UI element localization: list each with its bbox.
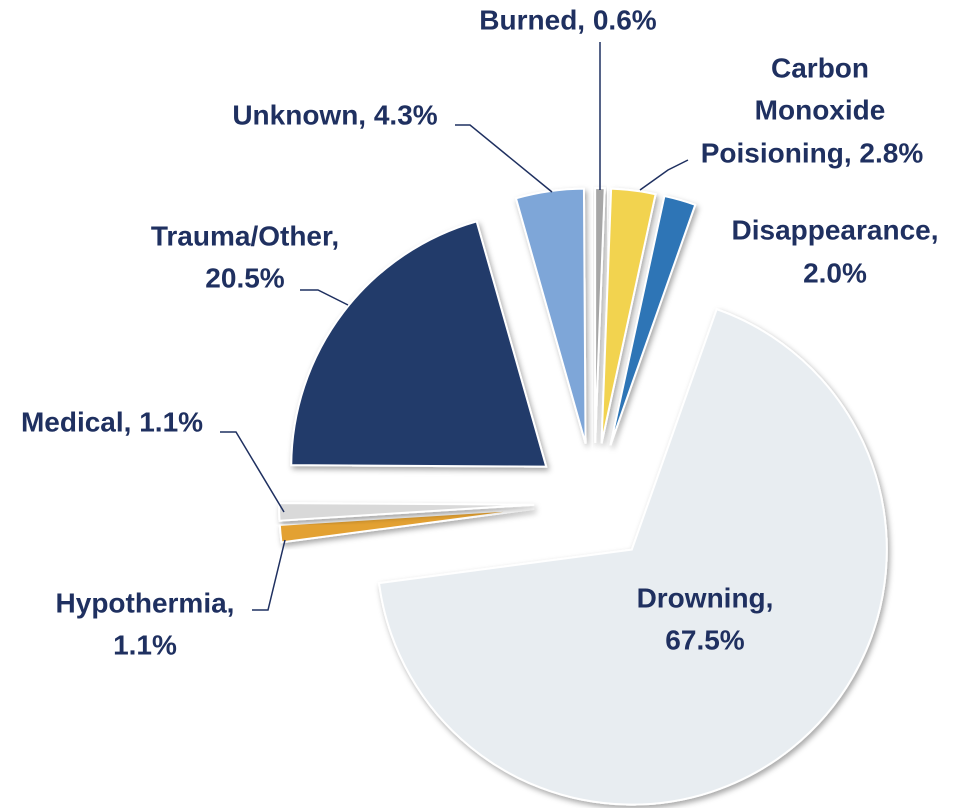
leader-line [252,539,286,611]
leader-line [300,289,349,306]
data-label: Trauma/Other, [151,220,339,251]
pie-slice [600,187,657,444]
data-label: Unknown, 4.3% [232,99,437,130]
pie-slice [514,187,587,444]
leader-line [639,159,689,191]
leader-lines [220,42,689,611]
pie-slice [609,194,697,446]
data-label: Medical, 1.1% [21,406,203,437]
data-label: 20.5% [205,262,284,293]
labels: Burned, 0.6% Carbon Monoxide Poisioning, 2.… [21,4,939,660]
data-label: Disappearance, [732,214,939,245]
data-label: 67.5% [665,624,744,655]
data-label: 2.0% [803,257,867,288]
pie-slice [278,507,535,544]
pie-slice [290,220,548,468]
data-label: Monoxide [755,94,886,125]
data-label: 1.1% [113,629,177,660]
pie [278,187,888,806]
data-label: Burned, 0.6% [479,4,656,35]
leader-line [455,124,553,193]
data-label: Hypothermia, [56,587,235,618]
pie-slice [377,307,888,806]
data-label: Poisioning, 2.8% [701,137,924,168]
leader-line [220,431,285,513]
data-label: Drowning, [637,582,774,613]
data-label: Carbon [771,52,869,83]
